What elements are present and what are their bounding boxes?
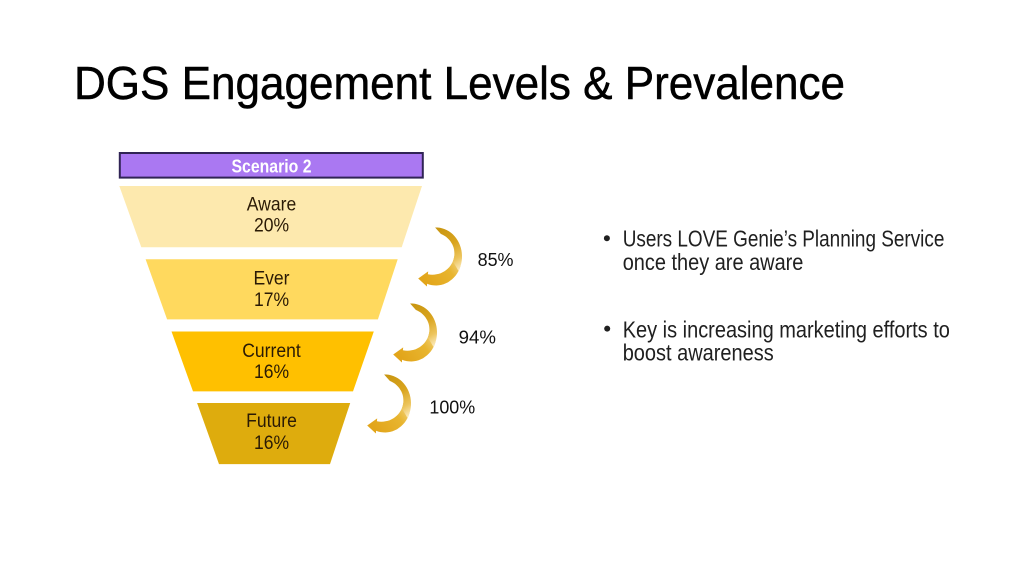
svg-text:Scenario 2: Scenario 2: [232, 156, 312, 177]
svg-text:boost awareness: boost awareness: [623, 339, 774, 365]
svg-text:DGS Engagement Levels & Preval: DGS Engagement Levels & Prevalence: [74, 57, 845, 109]
svg-text:85%: 85%: [478, 250, 514, 270]
svg-text:100%: 100%: [429, 398, 475, 418]
svg-text:Current: Current: [242, 340, 301, 362]
svg-text:Future: Future: [246, 410, 297, 432]
svg-text:16%: 16%: [254, 432, 289, 454]
svg-text:Aware: Aware: [247, 194, 296, 216]
svg-text:once they are aware: once they are aware: [623, 249, 804, 275]
svg-text:Ever: Ever: [253, 268, 290, 290]
svg-text:17%: 17%: [254, 289, 289, 311]
svg-text:16%: 16%: [254, 361, 289, 383]
svg-text:Key is increasing marketing ef: Key is increasing marketing efforts to: [623, 316, 950, 342]
svg-text:94%: 94%: [459, 328, 496, 348]
svg-text:Users LOVE Genie’s Planning Se: Users LOVE Genie’s Planning Service: [623, 226, 945, 252]
svg-text:20%: 20%: [254, 215, 289, 237]
